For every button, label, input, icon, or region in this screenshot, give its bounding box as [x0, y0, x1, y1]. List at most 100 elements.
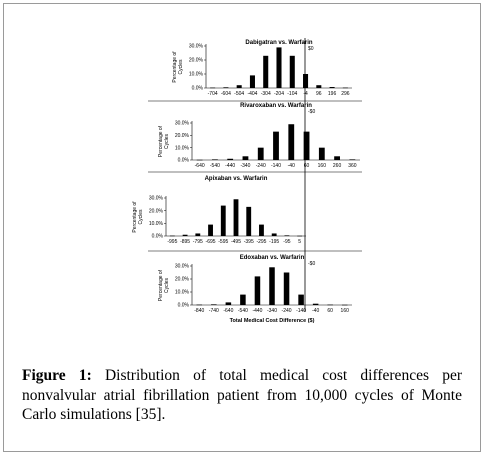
bar [288, 124, 295, 160]
y-axis-label: Percentage ofCycles [172, 51, 184, 83]
bar [211, 304, 217, 305]
x-tick-label: -604 [221, 91, 231, 97]
y-tick-label: 10.0% [175, 145, 190, 151]
x-tick-label: -40 [288, 163, 295, 169]
x-tick-label: -404 [247, 91, 257, 97]
bar [169, 235, 175, 237]
chart-panel-1: Dabigatran vs. Warfarin 0.0% 10.0% 20.0% 30.… [172, 40, 352, 97]
bar [236, 85, 242, 88]
bar [223, 87, 229, 88]
bar [254, 276, 261, 305]
bar [329, 87, 335, 88]
figure-caption: Figure 1: Distribution of total medical … [22, 366, 462, 425]
x-tick-label: -140 [296, 308, 306, 314]
x-tick-label: 60 [327, 308, 333, 314]
y-tick-label: 30.0% [189, 44, 204, 50]
x-tick-label: -440 [252, 308, 262, 314]
y-tick-label: 0.0% [152, 234, 164, 240]
y-axis-label: Percentage ofCycles [158, 125, 170, 157]
y-tick-label: 20.0% [149, 208, 164, 214]
bar [289, 55, 295, 88]
bar [303, 74, 309, 88]
bar [318, 147, 325, 160]
caption-text: Distribution of total medical cost diffe… [22, 367, 462, 423]
y-tick-label: 20.0% [189, 58, 204, 64]
bar [257, 147, 264, 160]
x-tick-label: -540 [238, 308, 248, 314]
x-tick-label: -440 [225, 163, 235, 169]
chart-figure: Dabigatran vs. Warfarin 0.0% 10.0% 20.0% 30.… [132, 38, 362, 324]
chart-title: Edoxaban vs. Warfarin [240, 255, 305, 261]
bar [227, 158, 234, 160]
bar [298, 294, 304, 305]
x-tick-label: -895 [180, 239, 190, 245]
y-tick-label: 10.0% [175, 290, 190, 296]
x-tick-label: -595 [218, 239, 228, 245]
bar [240, 294, 246, 305]
bar [273, 131, 279, 160]
x-tick-label: -340 [240, 163, 250, 169]
bar [297, 235, 303, 237]
x-tick-label: -240 [256, 163, 266, 169]
bar [233, 199, 239, 236]
x-tick-label: -304 [261, 91, 271, 97]
y-axis-label: Percentage ofCycles [158, 269, 170, 301]
caption-label: Figure 1: [22, 367, 92, 384]
zero-line-label: -$0 [308, 109, 315, 115]
x-tick-label: -195 [269, 239, 279, 245]
bar [327, 304, 333, 306]
bar [208, 224, 213, 236]
bar [263, 55, 269, 88]
y-tick-label: 20.0% [175, 277, 190, 283]
x-tick-label: -495 [231, 239, 241, 245]
y-tick-label: 10.0% [189, 72, 204, 78]
x-tick-label: 360 [348, 163, 357, 169]
bar [283, 272, 290, 305]
y-tick-label: 0.0% [178, 303, 190, 309]
x-tick-label: 160 [318, 163, 327, 169]
bar [312, 303, 319, 305]
x-tick-label: -640 [195, 163, 205, 169]
chart-panel-4: Edoxaban vs. Warfarin 0.0% 10.0% 20.0% 30.0%… [158, 255, 352, 324]
x-tick-label: -4 [303, 91, 308, 97]
x-tick-label: -695 [206, 239, 216, 245]
bar [284, 235, 290, 236]
bar [242, 156, 249, 160]
x-tick-label: -395 [244, 239, 254, 245]
x-tick-label: 60 [304, 163, 310, 169]
bar [349, 159, 356, 160]
y-tick-label: 0.0% [192, 86, 204, 92]
bar [225, 302, 232, 305]
figure-frame [3, 3, 481, 452]
x-tick-label: -740 [209, 308, 219, 314]
x-tick-label: 5 [298, 239, 301, 245]
bar [269, 267, 275, 305]
x-tick-label: 296 [341, 91, 350, 97]
x-tick-label: -995 [167, 239, 177, 245]
bar [196, 159, 203, 161]
chart-panel-2: Rivaroxaban vs. Warfarin 0.0% 10.0% 20.0% 30… [158, 103, 360, 169]
x-tick-label: -240 [282, 308, 292, 314]
y-tick-label: 10.0% [149, 221, 164, 227]
x-tick-label: -840 [194, 308, 204, 314]
bar [276, 47, 282, 88]
y-tick-label: 20.0% [175, 133, 190, 139]
bar [249, 75, 255, 88]
bar [182, 234, 188, 236]
x-tick-label: -540 [210, 163, 220, 169]
bar [196, 304, 203, 306]
bar [195, 233, 201, 236]
y-tick-label: 30.0% [175, 264, 190, 270]
bar [341, 304, 348, 306]
x-tick-label: -704 [208, 91, 218, 97]
bar [259, 224, 264, 236]
x-tick-label: -340 [267, 308, 277, 314]
x-tick-label: 196 [328, 91, 337, 97]
y-tick-label: 30.0% [175, 121, 190, 127]
x-tick-label: -204 [274, 91, 284, 97]
x-tick-label: 160 [341, 308, 350, 314]
chart-title: Apixaban vs. Warfarin [205, 176, 268, 182]
bar [342, 87, 348, 89]
x-tick-label: -140 [271, 163, 281, 169]
zero-line-label: -$0 [308, 261, 315, 267]
